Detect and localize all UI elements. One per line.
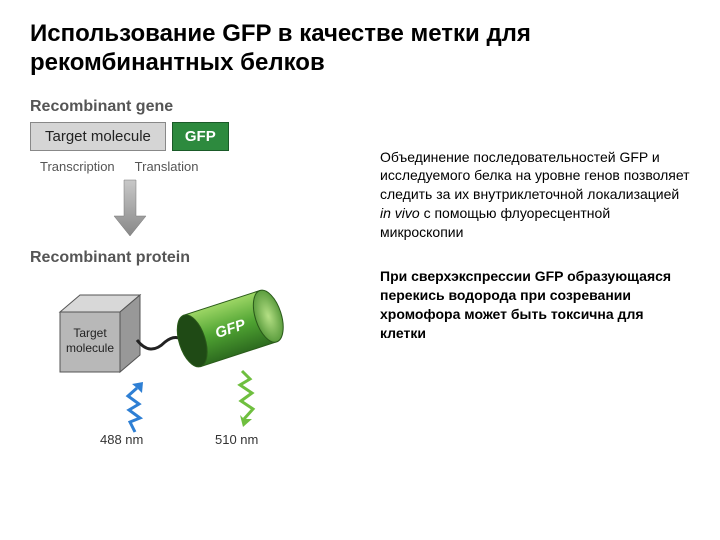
down-arrow-icon <box>110 178 150 238</box>
gene-label: Recombinant gene <box>30 98 360 116</box>
svg-text:Target: Target <box>73 326 107 340</box>
wavelength-in-label: 488 nm <box>100 432 143 447</box>
gene-row: Target molecule GFP <box>30 122 360 151</box>
transcription-label: Transcription <box>40 159 115 174</box>
para1-italic: in vivo <box>380 205 420 221</box>
protein-3d-diagram: Target molecule <box>30 277 360 457</box>
text-column: Объединение последовательностей GFP и ис… <box>380 98 690 457</box>
translation-label: Translation <box>135 159 199 174</box>
diagram-column: Recombinant gene Target molecule GFP Tra… <box>30 98 360 457</box>
content-area: Recombinant gene Target molecule GFP Tra… <box>30 98 690 457</box>
para1-pre: Объединение последовательностей GFP и ис… <box>380 149 690 203</box>
paragraph-2: При сверхэкспрессии GFP образующаяся пер… <box>380 267 690 343</box>
paragraph-1: Объединение последовательностей GFP и ис… <box>380 148 690 242</box>
gfp-box: GFP <box>172 122 229 151</box>
svg-text:molecule: molecule <box>66 341 114 355</box>
process-labels: Transcription Translation <box>30 159 360 174</box>
protein-label: Recombinant protein <box>30 249 360 267</box>
slide-title: Использование GFP в качестве метки для р… <box>30 20 690 78</box>
emission-wave-icon <box>230 367 270 432</box>
target-molecule-box: Target molecule <box>30 122 166 151</box>
excitation-wave-icon <box>115 382 155 437</box>
wavelength-out-label: 510 nm <box>215 432 258 447</box>
